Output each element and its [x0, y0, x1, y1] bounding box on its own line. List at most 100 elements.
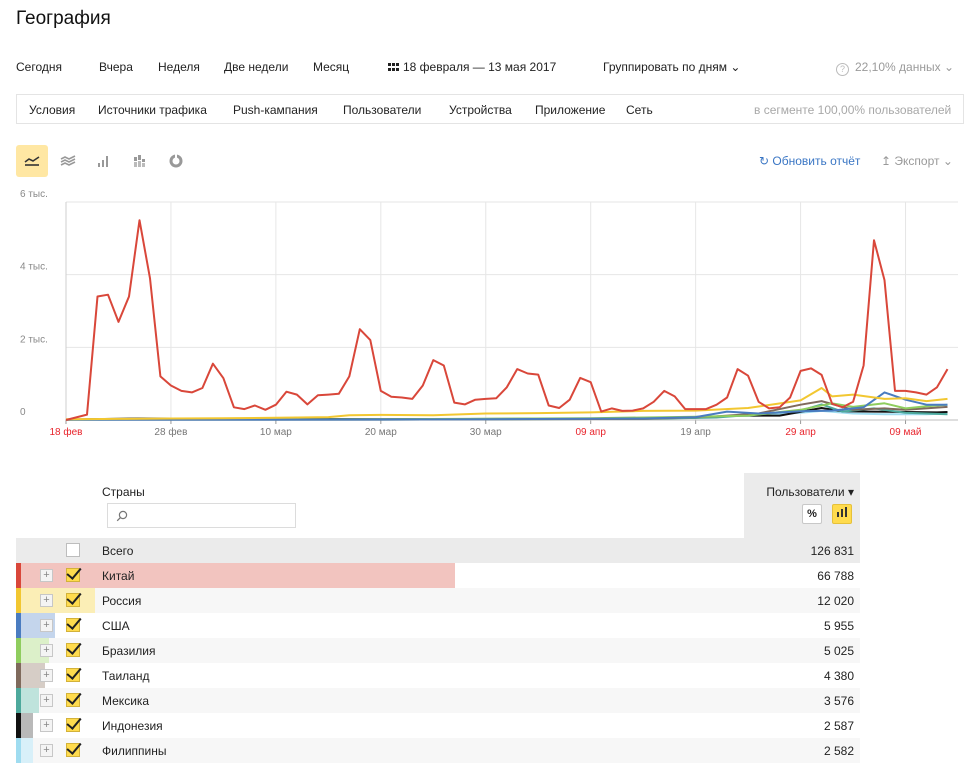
y-tick-label: 2 тыс. [20, 334, 48, 345]
refresh-label: Обновить отчёт [772, 154, 861, 168]
country-name: Мексика [102, 694, 150, 708]
area-chart-icon [60, 155, 76, 166]
countries-table: Страны Пользователи ▾ % Всего 126 831 + К… [16, 473, 860, 763]
x-tick-label: 28 фев [154, 426, 187, 438]
row-checkbox[interactable] [66, 668, 80, 682]
line-chart-button[interactable] [16, 145, 48, 177]
share-bar [16, 688, 39, 713]
expand-icon[interactable]: + [40, 619, 53, 632]
pie-chart-icon [169, 154, 183, 168]
segment-push-campaign[interactable]: Push-кампания [233, 103, 318, 117]
bar-mode-button[interactable] [832, 504, 852, 524]
expand-icon[interactable]: + [40, 694, 53, 707]
series-color-marker [16, 688, 21, 713]
stacked-bar-chart-icon [134, 155, 145, 167]
series-color-marker [16, 588, 21, 613]
users-line-chart: 6 тыс. 4 тыс. 2 тыс. 0 18 фев 28 фев 10 мар 20 … [20, 190, 958, 438]
segment-network[interactable]: Сеть [626, 103, 653, 117]
expand-icon[interactable]: + [40, 669, 53, 682]
series-color-marker [16, 563, 21, 588]
expand-icon[interactable]: + [40, 719, 53, 732]
total-row: Всего 126 831 [16, 538, 860, 563]
y-tick-label: 6 тыс. [20, 190, 48, 200]
row-checkbox[interactable] [66, 743, 80, 757]
row-checkbox[interactable] [66, 643, 80, 657]
row-checkbox[interactable] [66, 618, 80, 632]
table-row[interactable]: + Китай 66 788 [16, 563, 860, 588]
table-row[interactable]: + США 5 955 [16, 613, 860, 638]
percent-mode-button[interactable]: % [802, 504, 822, 524]
calendar-icon [388, 63, 400, 72]
country-search-input[interactable] [134, 507, 289, 524]
line-chart-icon [24, 156, 40, 166]
table-row[interactable]: + Таиланд 4 380 [16, 663, 860, 688]
row-checkbox[interactable] [66, 693, 80, 707]
users-value: 4 380 [823, 669, 854, 683]
date-range-label: 18 февраля — 13 мая 2017 [403, 60, 557, 74]
export-dropdown[interactable]: ↥ Экспорт ⌄ [881, 154, 953, 168]
date-range-picker[interactable]: 18 февраля — 13 мая 2017 [388, 60, 556, 74]
chevron-down-icon: ⌄ [730, 60, 741, 74]
y-tick-label: 4 тыс. [20, 262, 48, 273]
table-row[interactable]: + Филиппины 2 582 [16, 738, 860, 763]
segment-users[interactable]: Пользователи [343, 103, 422, 117]
series-color-marker [16, 638, 21, 663]
sampling-label: 22,10% данных [855, 60, 941, 74]
period-selector: Сегодня Вчера Неделя Две недели Месяц 18… [16, 60, 971, 80]
help-icon: ? [836, 63, 849, 76]
table-row[interactable]: + Бразилия 5 025 [16, 638, 860, 663]
bar-chart-button[interactable] [88, 145, 120, 177]
pie-chart-button[interactable] [160, 145, 192, 177]
period-two-weeks[interactable]: Две недели [224, 60, 289, 74]
row-checkbox[interactable] [66, 593, 80, 607]
row-checkbox[interactable] [66, 718, 80, 732]
period-today[interactable]: Сегодня [16, 60, 62, 74]
x-tick-label: 29 апр [785, 427, 816, 438]
table-row[interactable]: + Индонезия 2 587 [16, 713, 860, 738]
series-color-marker [16, 663, 21, 688]
period-yesterday[interactable]: Вчера [99, 60, 133, 74]
country-name: Россия [102, 594, 142, 608]
refresh-report-button[interactable]: ↻ Обновить отчёт [759, 154, 860, 168]
users-value: 66 788 [817, 569, 854, 583]
search-icon [116, 510, 128, 522]
row-checkbox[interactable] [66, 568, 80, 582]
users-sort-toggle[interactable]: Пользователи ▾ [766, 485, 854, 499]
expand-icon[interactable]: + [40, 744, 53, 757]
users-value: 2 582 [823, 744, 854, 758]
period-month[interactable]: Месяц [313, 60, 350, 74]
expand-icon[interactable]: + [40, 569, 53, 582]
table-row[interactable]: + Мексика 3 576 [16, 688, 860, 713]
group-by-dropdown[interactable]: Группировать по дням ⌄ [603, 60, 740, 74]
bar-mode-icon [837, 507, 847, 517]
country-name: Бразилия [102, 644, 156, 658]
stacked-bar-chart-button[interactable] [124, 145, 156, 177]
segment-application[interactable]: Приложение [535, 103, 606, 117]
period-week[interactable]: Неделя [158, 60, 200, 74]
x-tick-label: 18 фев [49, 426, 82, 438]
group-by-label: Группировать по дням [603, 60, 728, 74]
expand-icon[interactable]: + [40, 644, 53, 657]
share-bar [16, 588, 95, 613]
total-label: Всего [102, 544, 134, 558]
expand-icon[interactable]: + [40, 594, 53, 607]
country-search[interactable] [107, 503, 296, 528]
segment-traffic-sources[interactable]: Источники трафика [98, 103, 207, 117]
series-color-marker [16, 713, 21, 738]
users-value: 2 587 [823, 719, 854, 733]
country-name: Филиппины [102, 744, 167, 758]
page-title: География [16, 8, 111, 29]
sampling-dropdown[interactable]: ? 22,10% данных ⌄ [836, 60, 954, 76]
countries-column-header: Страны [102, 485, 145, 499]
share-bar [16, 563, 455, 588]
country-name: США [102, 619, 130, 633]
country-name: Индонезия [102, 719, 163, 733]
segment-devices[interactable]: Устройства [449, 103, 512, 117]
bar-chart-icon [98, 156, 108, 167]
select-all-checkbox[interactable] [66, 543, 80, 557]
table-row[interactable]: + Россия 12 020 [16, 588, 860, 613]
area-chart-button[interactable] [52, 145, 84, 177]
segment-conditions[interactable]: Условия [29, 103, 76, 117]
segment-bar: Условия Источники трафика Push-кампания … [16, 94, 964, 124]
y-tick-label: 0 [20, 407, 26, 418]
